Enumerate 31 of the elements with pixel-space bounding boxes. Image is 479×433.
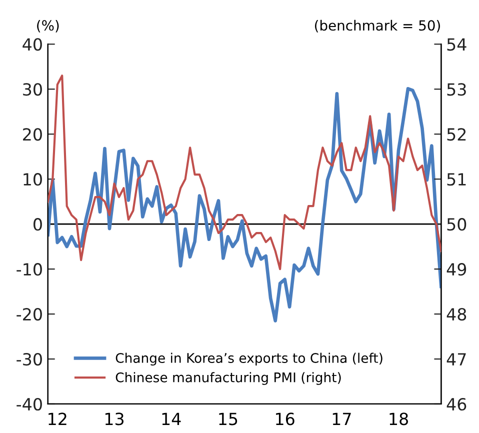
y2-tick-label: 46 <box>446 398 466 411</box>
y-tick-label: 30 <box>23 83 42 96</box>
y-tick-label: 10 <box>24 173 42 186</box>
x-tick-label: 12 <box>48 412 66 425</box>
y-tick-label: 0 <box>34 218 42 231</box>
legend-label: Change in Korea’s exports to China (left) <box>116 352 382 366</box>
y2-tick-label: 52 <box>447 128 466 141</box>
x-tick-label: 14 <box>162 412 181 425</box>
y2-axis-title: (benchmark = 50) <box>314 20 440 32</box>
y2-tick-label: 54 <box>447 38 466 51</box>
y-axis-title: (%) <box>37 20 59 32</box>
y-tick-label: -20 <box>16 308 42 321</box>
y2-tick-label: 49 <box>446 263 466 276</box>
line-series <box>48 87 442 322</box>
y-tick-label: -40 <box>16 398 42 411</box>
y2-tick-label: 51 <box>447 173 466 186</box>
line-series <box>48 74 442 270</box>
y-tick-label: -10 <box>16 263 42 276</box>
x-tick-label: 16 <box>276 412 294 426</box>
y2-tick-label: 53 <box>447 83 466 96</box>
x-tick-label: 17 <box>332 412 351 425</box>
x-tick-label: 15 <box>219 412 238 426</box>
x-tick-label: 18 <box>390 412 408 426</box>
y-tick-label: 40 <box>22 38 42 51</box>
y2-tick-label: 48 <box>446 308 466 321</box>
y2-tick-label: 47 <box>446 353 466 366</box>
y-tick-label: -30 <box>16 352 42 366</box>
legend-label: Chinese manufacturing PMI (right) <box>116 372 341 385</box>
y-tick-label: 20 <box>23 128 42 141</box>
y2-tick-label: 50 <box>447 218 466 231</box>
x-tick-label: 13 <box>105 412 124 426</box>
